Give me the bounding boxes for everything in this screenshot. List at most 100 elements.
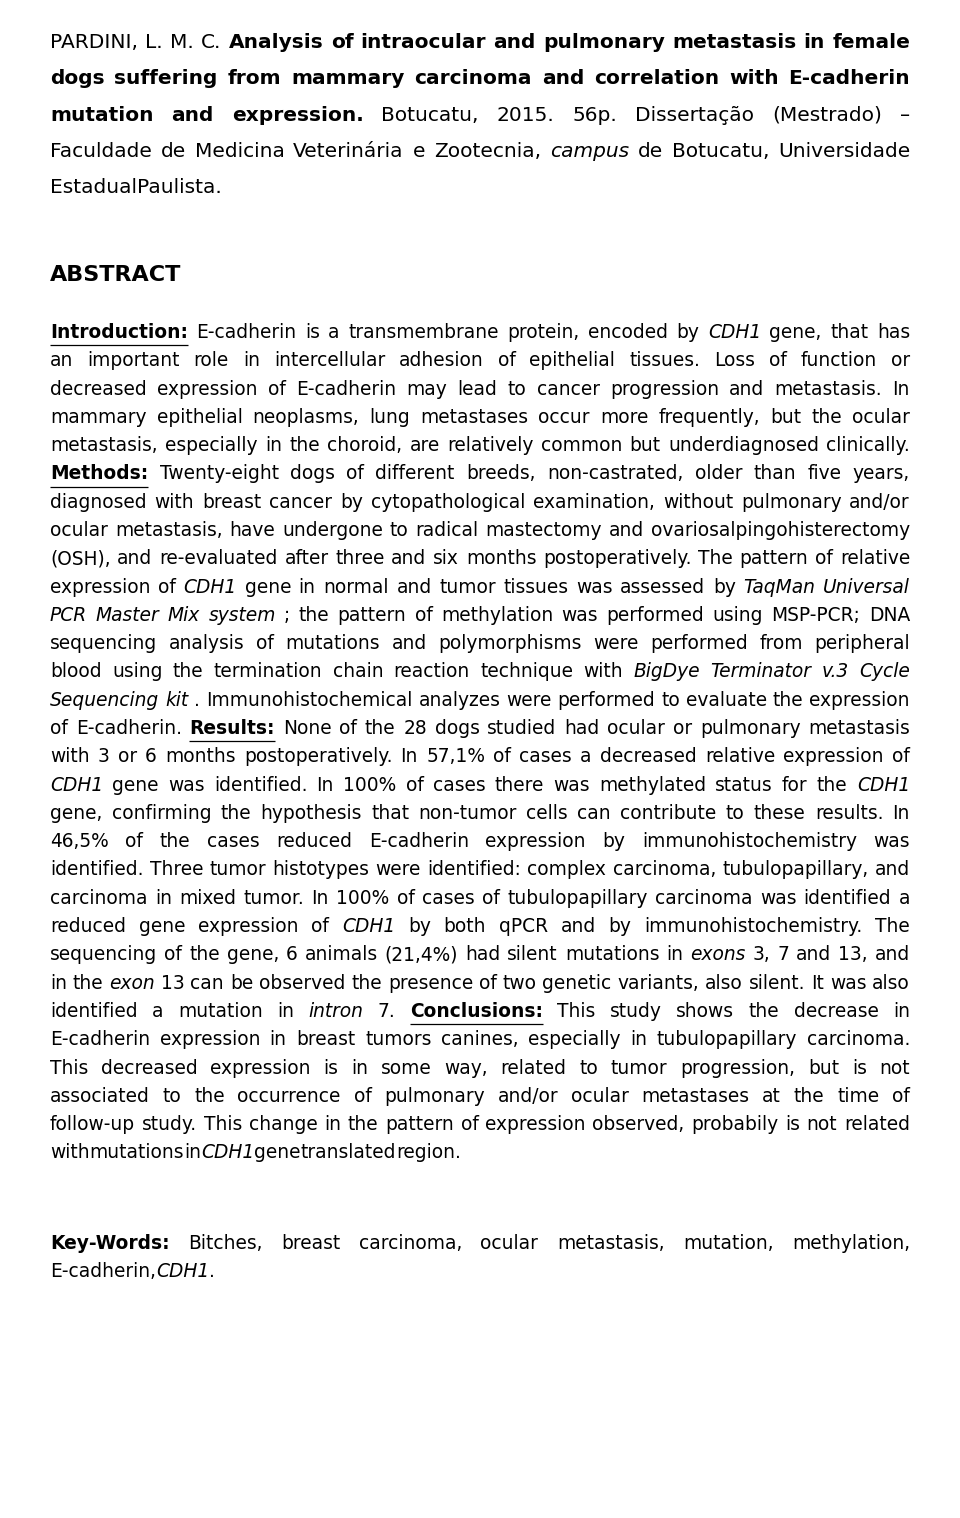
Text: five: five [807,465,841,483]
Text: gene: gene [112,776,159,794]
Text: mutation,: mutation, [683,1234,774,1252]
Text: decrease: decrease [794,1002,878,1022]
Text: occurrence: occurrence [237,1087,341,1105]
Text: of: of [461,1116,478,1134]
Text: relatively: relatively [447,436,534,455]
Text: normal: normal [324,578,389,597]
Text: the: the [189,946,220,964]
Text: genetic: genetic [542,973,612,993]
Text: than: than [754,465,796,483]
Text: there: there [494,776,544,794]
Text: tubulopapillary: tubulopapillary [657,1031,797,1049]
Text: a: a [328,323,340,342]
Text: 7: 7 [778,946,789,964]
Text: relative: relative [840,550,910,568]
Text: E-cadherin.: E-cadherin. [76,720,181,738]
Text: was: was [759,888,796,908]
Text: in: in [184,1143,202,1163]
Text: in: in [324,1116,341,1134]
Text: study: study [610,1002,661,1022]
Text: Dissertação: Dissertação [636,105,755,124]
Text: metastases: metastases [420,408,528,427]
Text: of: of [256,635,274,653]
Text: especially: especially [528,1031,620,1049]
Text: progression,: progression, [681,1058,795,1078]
Text: the: the [194,1087,225,1105]
Text: reaction: reaction [394,662,469,682]
Text: way,: way, [444,1058,488,1078]
Text: pulmonary: pulmonary [741,493,842,512]
Text: Botucatu,: Botucatu, [671,141,769,161]
Text: of: of [396,888,415,908]
Text: of: of [158,578,176,597]
Text: years,: years, [852,465,910,483]
Text: (OSH),: (OSH), [50,550,110,568]
Text: is: is [305,323,320,342]
Text: 3,: 3, [753,946,770,964]
Text: in: in [50,973,67,993]
Text: Three: Three [150,861,204,879]
Text: the: the [773,691,804,710]
Text: with: with [155,493,194,512]
Text: but: but [630,436,660,455]
Text: 56p.: 56p. [572,105,617,124]
Text: Universal: Universal [823,578,910,597]
Text: 13,: 13, [838,946,868,964]
Text: silent.: silent. [749,973,805,993]
Text: and/or: and/or [850,493,910,512]
Text: .: . [209,1261,215,1281]
Text: a: a [899,888,910,908]
Text: Paulista.: Paulista. [137,178,222,197]
Text: polymorphisms: polymorphisms [438,635,582,653]
Text: also: also [706,973,743,993]
Text: was: was [829,973,866,993]
Text: related: related [501,1058,566,1078]
Text: cases: cases [433,776,486,794]
Text: re-evaluated: re-evaluated [159,550,277,568]
Text: reduced: reduced [50,917,126,937]
Text: ocular: ocular [50,521,108,540]
Text: Loss: Loss [714,351,755,370]
Text: of: of [769,351,787,370]
Text: in: in [155,888,172,908]
Text: mixed: mixed [180,888,236,908]
Text: in: in [666,946,684,964]
Text: gene,: gene, [227,946,279,964]
Text: lead: lead [457,380,497,399]
Text: with: with [584,662,623,682]
Text: metastasis,: metastasis, [557,1234,664,1252]
Text: dogs: dogs [435,720,479,738]
Text: in: in [893,1002,910,1022]
Text: (Mestrado): (Mestrado) [772,105,882,124]
Text: diagnosed: diagnosed [50,493,147,512]
Text: Faculdade: Faculdade [50,141,152,161]
Text: of: of [311,917,329,937]
Text: performed: performed [558,691,656,710]
Text: Twenty-eight: Twenty-eight [159,465,278,483]
Text: of: of [347,465,364,483]
Text: epithelial: epithelial [530,351,615,370]
Text: expression: expression [50,578,151,597]
Text: were: were [375,861,421,879]
Text: and/or: and/or [497,1087,558,1105]
Text: of: of [497,351,516,370]
Text: pulmonary: pulmonary [384,1087,485,1105]
Text: was: was [576,578,612,597]
Text: translated: translated [300,1143,396,1163]
Text: of: of [268,380,286,399]
Text: decreased: decreased [101,1058,198,1078]
Text: expression: expression [157,380,257,399]
Text: frequently,: frequently, [659,408,760,427]
Text: relative: relative [705,747,776,767]
Text: and: and [493,33,536,52]
Text: variants,: variants, [617,973,699,993]
Text: underdiagnosed: underdiagnosed [668,436,819,455]
Text: more: more [600,408,648,427]
Text: exons: exons [690,946,746,964]
Text: Mix: Mix [168,606,200,625]
Text: PCR: PCR [50,606,87,625]
Text: has: has [876,323,910,342]
Text: intron: intron [308,1002,364,1022]
Text: after: after [284,550,328,568]
Text: is: is [785,1116,800,1134]
